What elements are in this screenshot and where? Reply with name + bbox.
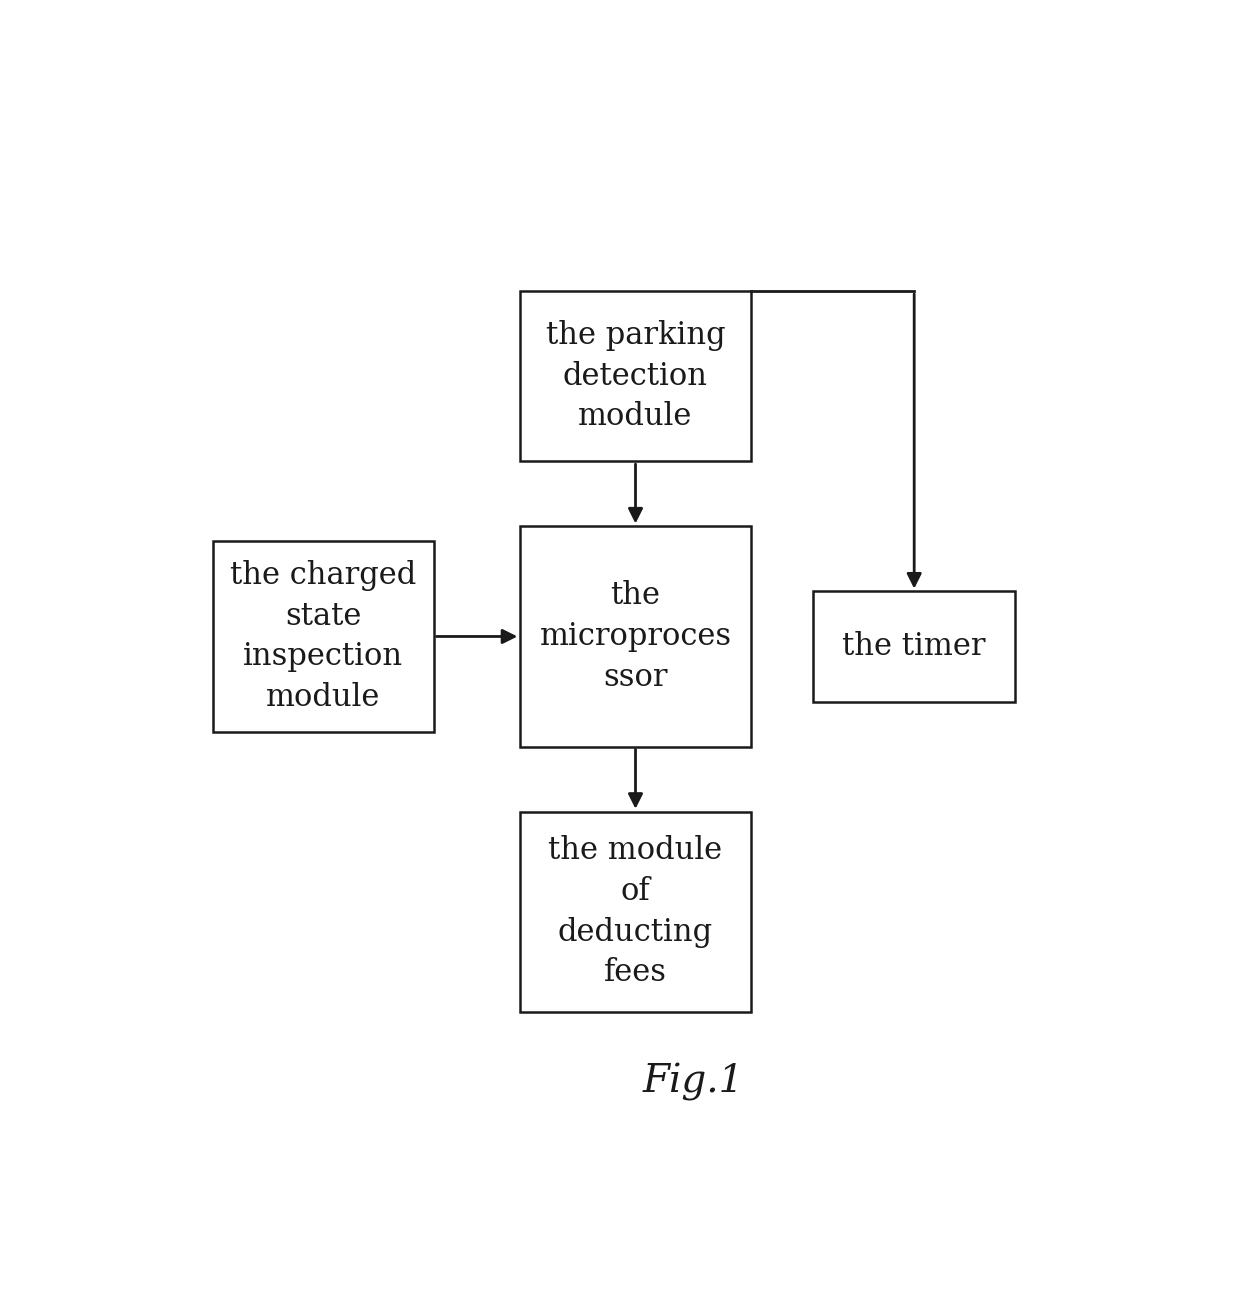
Text: the timer: the timer — [842, 630, 986, 662]
Bar — [521, 291, 751, 462]
Text: Fig.1: Fig.1 — [642, 1063, 744, 1101]
Bar — [521, 811, 751, 1011]
Bar — [213, 541, 434, 732]
Text: the charged
state
inspection
module: the charged state inspection module — [231, 560, 417, 712]
Text: the parking
detection
module: the parking detection module — [546, 320, 725, 433]
Bar — [813, 592, 1016, 702]
Text: the
microproces
ssor: the microproces ssor — [539, 580, 732, 693]
Text: the module
of
deducting
fees: the module of deducting fees — [548, 836, 723, 988]
Bar — [521, 526, 751, 746]
